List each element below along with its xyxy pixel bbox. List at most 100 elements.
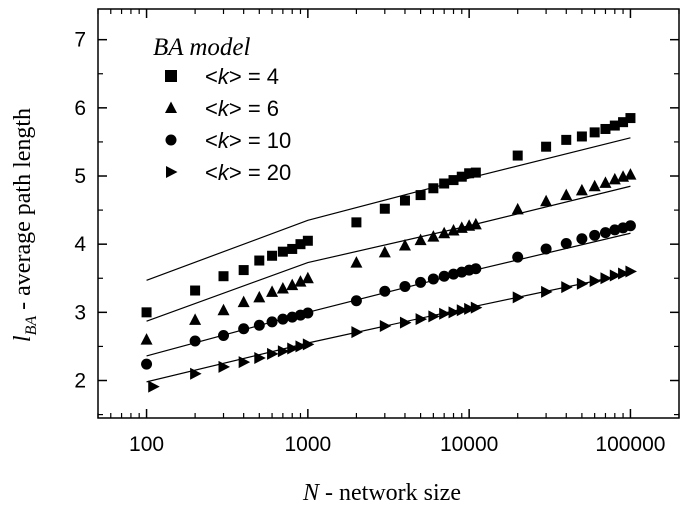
data-point [576, 233, 588, 245]
data-point [609, 224, 621, 236]
data-point [576, 277, 589, 290]
y-tick-label: 2 [74, 370, 86, 393]
legend-label: <k> = 4 [205, 64, 279, 89]
data-point [253, 319, 265, 331]
data-point [276, 281, 289, 294]
data-point [378, 245, 391, 258]
data-point [287, 243, 298, 254]
x-tick-label: 100 [129, 433, 164, 456]
data-point [350, 295, 362, 307]
data-point [599, 227, 611, 239]
series-layer [140, 113, 637, 393]
data-point [277, 345, 290, 358]
data-point [589, 127, 600, 138]
x-axis-title: N - network size [302, 480, 461, 506]
series-3 [141, 220, 636, 370]
data-point [448, 306, 461, 319]
legend-entry: <k> = 20 [166, 160, 291, 185]
data-point [237, 295, 250, 308]
data-point [267, 250, 278, 261]
data-point [618, 267, 630, 280]
data-point [399, 280, 411, 292]
data-point [190, 285, 201, 296]
x-tick-label: 1000 [284, 433, 331, 456]
data-point [456, 171, 467, 182]
data-point [456, 304, 469, 317]
data-point [218, 330, 230, 342]
legend-entry: <k> = 4 [165, 64, 279, 89]
data-point [618, 117, 629, 128]
data-point [218, 271, 229, 282]
data-point [286, 278, 299, 291]
data-point [350, 256, 363, 268]
data-point [427, 230, 440, 242]
data-point [609, 120, 620, 131]
data-point [415, 190, 426, 201]
data-point [599, 176, 612, 188]
data-point [540, 194, 553, 207]
x-tick-label: 10000 [440, 433, 498, 456]
data-point [141, 358, 153, 370]
series-2 [140, 168, 637, 345]
data-point [295, 239, 306, 250]
data-point [600, 272, 612, 285]
data-point [512, 150, 523, 161]
data-point [140, 333, 153, 345]
y-tick-label: 6 [74, 97, 86, 120]
data-point [624, 168, 637, 180]
data-point [295, 340, 307, 353]
data-point [379, 203, 390, 214]
data-point [464, 168, 475, 179]
data-point [148, 380, 160, 393]
x-tick-label: 100000 [595, 433, 665, 456]
y-axis-title: lBA - average path length [10, 108, 40, 342]
data-point [415, 276, 427, 288]
series-4 [146, 265, 637, 393]
data-point [277, 246, 288, 257]
data-point [576, 131, 587, 142]
legend-label: <k> = 6 [205, 96, 279, 121]
legend-label: <k> = 20 [205, 160, 291, 185]
data-point [575, 183, 588, 196]
data-point [439, 178, 450, 189]
data-point [541, 141, 552, 152]
data-point [448, 175, 459, 186]
x-axis-symbol: N [302, 480, 321, 506]
data-point [415, 313, 428, 326]
data-point [301, 271, 314, 284]
data-point [238, 356, 251, 369]
data-point [266, 285, 279, 297]
data-point [589, 274, 602, 287]
legend-entry: <k> = 6 [165, 96, 279, 121]
y-tick-label: 5 [74, 165, 86, 188]
data-point [625, 113, 636, 124]
x-axis-text: - network size [319, 480, 461, 506]
data-point [189, 313, 202, 325]
data-point [470, 263, 482, 275]
data-point [560, 188, 573, 201]
data-point [302, 307, 314, 319]
data-point [464, 302, 476, 315]
legend-title: BA model [153, 34, 250, 61]
data-point [398, 239, 411, 251]
data-point [439, 307, 451, 320]
y-axis-symbol: l [10, 335, 36, 342]
data-point [302, 235, 313, 246]
data-point [238, 265, 249, 276]
data-point [190, 367, 202, 380]
fit-line [146, 137, 631, 281]
data-point [141, 307, 152, 318]
data-point [561, 281, 573, 294]
data-point [589, 229, 601, 241]
legend-marker [165, 101, 177, 113]
data-point [217, 303, 230, 316]
data-point [379, 285, 391, 297]
data-point [511, 202, 524, 215]
data-point [427, 273, 439, 285]
data-point [469, 217, 482, 230]
data-point [414, 233, 427, 246]
data-point [254, 352, 266, 365]
data-point [428, 310, 440, 323]
data-point [470, 301, 483, 314]
